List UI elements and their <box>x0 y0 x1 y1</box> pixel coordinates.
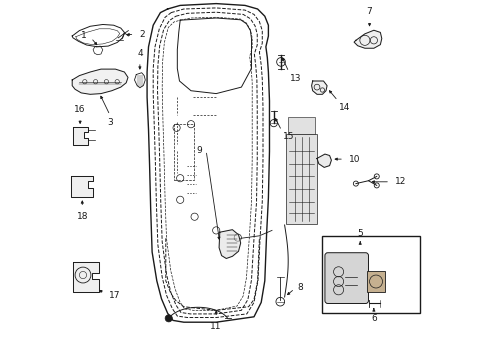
Text: 12: 12 <box>395 177 406 186</box>
Polygon shape <box>317 154 331 167</box>
Text: 15: 15 <box>283 132 294 141</box>
Polygon shape <box>219 230 241 258</box>
Bar <box>288 117 315 134</box>
Text: 2: 2 <box>139 30 145 39</box>
Polygon shape <box>312 81 327 94</box>
Text: 4: 4 <box>137 49 143 58</box>
Text: 6: 6 <box>371 314 377 323</box>
Text: 5: 5 <box>357 229 363 238</box>
Text: 1: 1 <box>81 31 87 40</box>
Text: 10: 10 <box>349 154 360 163</box>
FancyBboxPatch shape <box>325 253 368 303</box>
Text: 18: 18 <box>76 212 88 221</box>
Text: 16: 16 <box>74 105 86 114</box>
Text: 17: 17 <box>109 291 121 300</box>
Text: 7: 7 <box>367 7 372 16</box>
Polygon shape <box>354 30 382 48</box>
Bar <box>286 134 317 224</box>
Polygon shape <box>73 127 88 145</box>
Text: 3: 3 <box>107 118 113 127</box>
Bar <box>368 271 385 292</box>
Text: 11: 11 <box>210 323 222 332</box>
Text: 14: 14 <box>339 103 351 112</box>
Text: 8: 8 <box>297 283 303 292</box>
Polygon shape <box>72 69 128 94</box>
Polygon shape <box>73 262 99 292</box>
Polygon shape <box>72 176 93 197</box>
Circle shape <box>165 315 172 322</box>
Bar <box>322 236 419 313</box>
Text: 13: 13 <box>291 74 302 83</box>
Text: 9: 9 <box>196 146 202 155</box>
Bar <box>174 124 194 180</box>
